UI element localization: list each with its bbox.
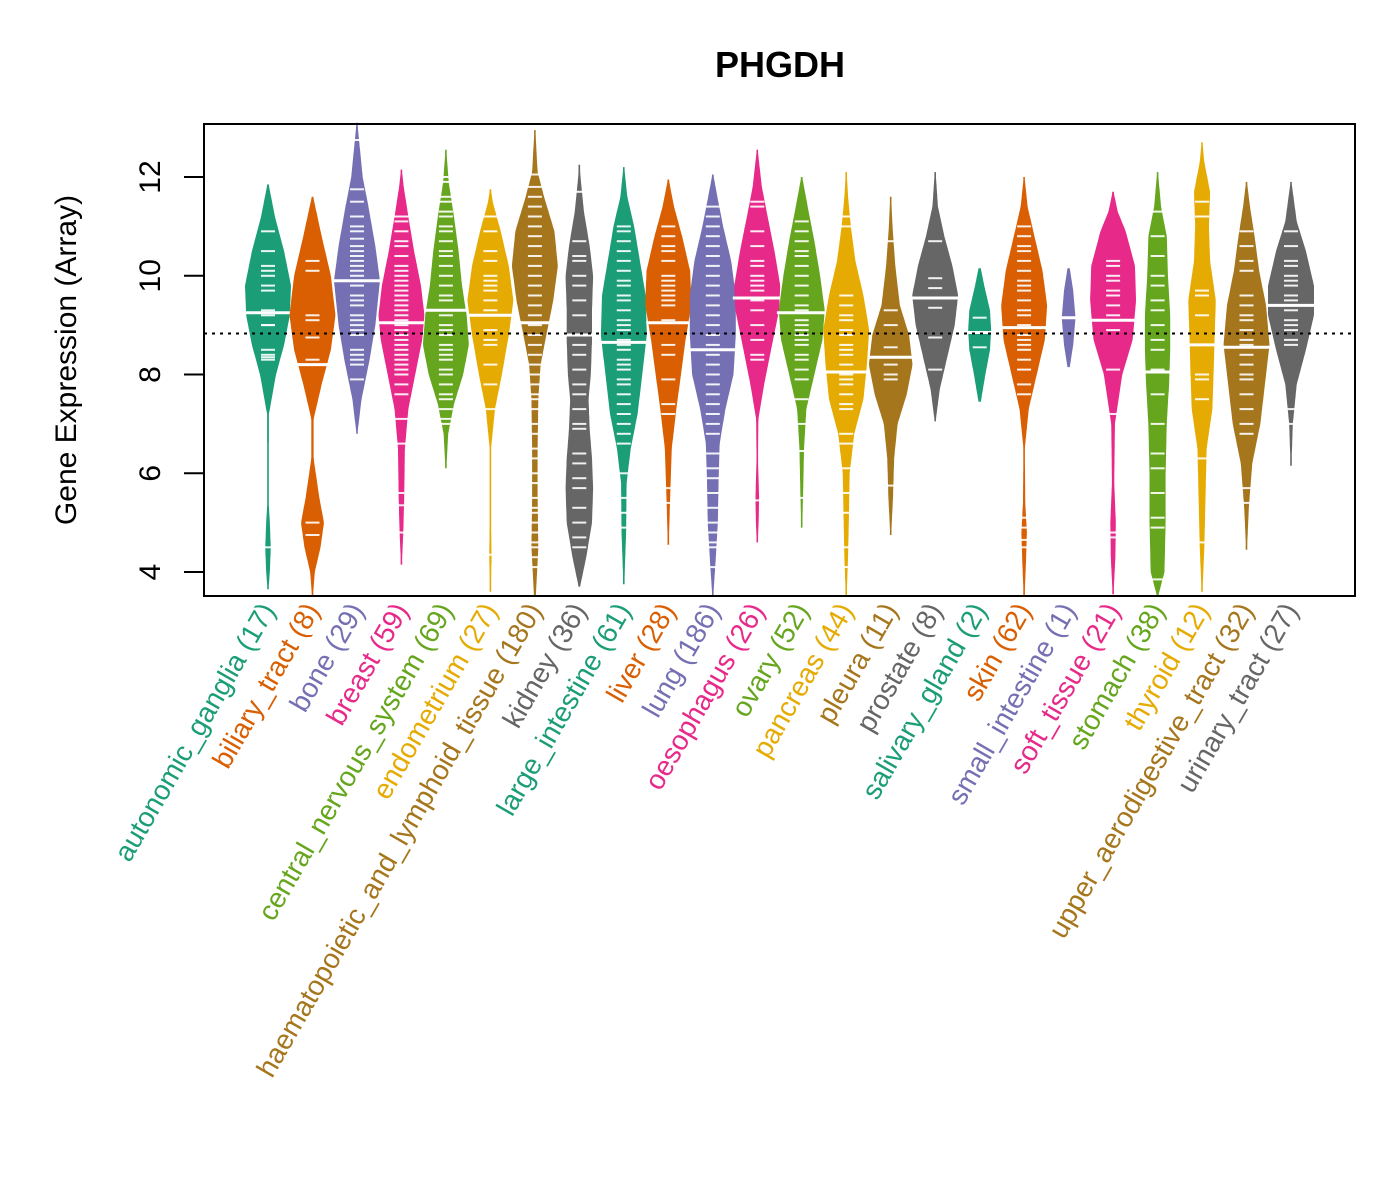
- bean-density-bone: [334, 122, 380, 434]
- y-tick-label: 8: [134, 366, 167, 383]
- bean-breast: [377, 169, 426, 565]
- bean-density-salivary_gland: [968, 268, 992, 402]
- chart-title: PHGDH: [715, 44, 845, 85]
- bean-density-kidney: [565, 164, 594, 587]
- y-axis: 4 6 8 10 12: [134, 160, 204, 580]
- bean-density-upper_aerodigestive_tract: [1223, 181, 1270, 550]
- beans-layer: [244, 122, 1316, 597]
- bean-small_intestine: [1059, 268, 1078, 368]
- bean-liver: [645, 179, 692, 545]
- bean-urinary_tract: [1266, 181, 1316, 466]
- bean-central_nervous_system: [423, 149, 469, 469]
- bean-haematopoietic_and_lymphoid_tissue: [511, 130, 558, 597]
- bean-biliary_tract: [289, 196, 336, 597]
- bean-density-haematopoietic_and_lymphoid_tissue: [511, 130, 558, 597]
- x-axis-labels: autonomic_ganglia (17)biliary_tract (8)b…: [108, 598, 1304, 1083]
- bean-oesophagus: [732, 149, 782, 543]
- bean-endometrium: [467, 189, 514, 592]
- y-axis-label: Gene Expression (Array): [50, 195, 83, 525]
- bean-large_intestine: [599, 167, 648, 585]
- bean-autonomic_ganglia: [244, 184, 292, 590]
- bean-pleura: [867, 196, 914, 536]
- bean-density-lung: [689, 174, 736, 597]
- bean-lung: [688, 174, 737, 597]
- y-tick-label: 12: [134, 160, 167, 193]
- y-tick-label: 6: [134, 465, 167, 482]
- bean-density-breast: [378, 169, 425, 565]
- bean-thyroid: [1187, 142, 1217, 592]
- bean-density-urinary_tract: [1268, 181, 1314, 466]
- bean-density-thyroid: [1188, 142, 1216, 592]
- bean-upper_aerodigestive_tract: [1221, 181, 1272, 550]
- bean-pancreas: [823, 172, 870, 597]
- plot-frame: [203, 123, 1356, 597]
- bean-density-endometrium: [467, 189, 514, 592]
- bean-ovary: [776, 177, 827, 528]
- bean-prostate: [910, 172, 960, 422]
- bean-bone: [332, 122, 382, 434]
- bean-density-stomach: [1144, 172, 1171, 597]
- bean-skin: [1000, 177, 1048, 597]
- bean-density-oesophagus: [734, 149, 781, 543]
- bean-density-skin: [1001, 177, 1048, 597]
- bean-density-liver: [645, 179, 692, 545]
- bean-density-ovary: [778, 177, 825, 528]
- y-tick-label: 4: [134, 564, 167, 581]
- bean-density-soft_tissue: [1090, 191, 1136, 595]
- bean-density-large_intestine: [600, 167, 647, 585]
- bean-soft_tissue: [1089, 191, 1137, 595]
- bean-salivary_gland: [966, 268, 993, 402]
- bean-density-pleura: [869, 196, 913, 536]
- bean-density-biliary_tract: [289, 196, 336, 597]
- bean-density-autonomic_ganglia: [245, 184, 291, 590]
- y-tick-label: 10: [134, 259, 167, 292]
- bean-kidney: [564, 164, 594, 587]
- bean-stomach: [1143, 172, 1172, 597]
